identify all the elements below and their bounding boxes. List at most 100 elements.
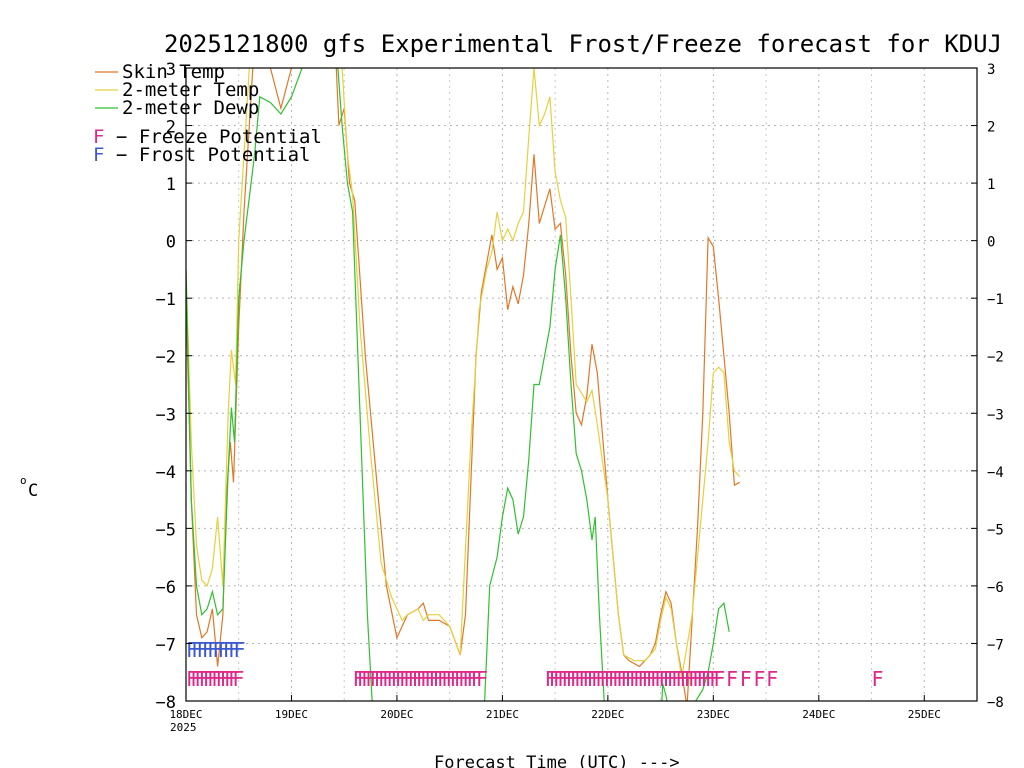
freeze-potential-marker: F — [696, 667, 708, 691]
y-tick-label-left: −5 — [156, 520, 176, 540]
x-tick-label: 25DEC — [908, 708, 941, 721]
freeze-potential-marker: F — [454, 667, 466, 691]
x-axis-year-label: 2025 — [170, 721, 197, 734]
y-tick-label-right: −2 — [987, 350, 1004, 366]
freeze-potential-marker: F — [476, 667, 488, 691]
freeze-potential-marker: F — [587, 667, 599, 691]
y-tick-label-left: 2 — [166, 118, 176, 138]
frost-potential-marker: F — [218, 638, 230, 662]
freeze-potential-marker: F — [391, 667, 403, 691]
y-axis-degree-symbol: o — [20, 474, 27, 487]
frost-potential-marker: F — [186, 638, 198, 662]
x-tick-label: 24DEC — [802, 708, 835, 721]
y-tick-label-left: 3 — [166, 60, 176, 80]
series-line-2-meter-temp — [186, 68, 741, 679]
series-layer — [186, 68, 741, 701]
freeze-potential-marker: F — [612, 667, 624, 691]
x-tick-label: 21DEC — [486, 708, 519, 721]
freeze-potential-marker: F — [199, 667, 211, 691]
freeze-potential-marker: F — [646, 667, 658, 691]
y-tick-label-right: −7 — [987, 637, 1004, 653]
potential-legend-text: − Freeze Potential — [116, 126, 322, 148]
x-axis-label: Forecast Time (UTC) ---> — [434, 753, 680, 768]
legend-entry: 2-meter Dewp — [122, 97, 259, 119]
freeze-potential-marker: F — [595, 667, 607, 691]
y-tick-label-left: 1 — [166, 175, 176, 195]
y-axis-label: C — [28, 481, 38, 501]
freeze-potential-marker: F — [583, 667, 595, 691]
y-tick-label-left: −4 — [156, 463, 176, 483]
freeze-potential-marker: F — [420, 667, 432, 691]
freeze-potential-marker: F — [365, 667, 377, 691]
freeze-potential-marker: F — [654, 667, 666, 691]
freeze-potential-marker: F — [357, 667, 369, 691]
freeze-potential-marker: F — [424, 667, 436, 691]
freeze-potential-marker: F — [692, 667, 704, 691]
potential-legend-text: − Frost Potential — [116, 144, 310, 166]
y-tick-label-right: −5 — [987, 522, 1004, 538]
freeze-potential-marker: F — [220, 667, 232, 691]
y-tick-label-right: 2 — [987, 120, 995, 136]
y-tick-label-right: −1 — [987, 292, 1004, 308]
y-tick-label-right: −3 — [987, 407, 1004, 423]
chart-title: 2025121800 gfs Experimental Frost/Freeze… — [164, 30, 1002, 58]
freeze-potential-marker: F — [382, 667, 394, 691]
freeze-potential-marker: F — [671, 667, 683, 691]
freeze-potential-marker: F — [625, 667, 637, 691]
freeze-potential-marker: F — [374, 667, 386, 691]
freeze-potential-marker: F — [228, 667, 240, 691]
series-line-skin-temp — [186, 68, 740, 701]
freeze-potential-marker: F — [578, 667, 590, 691]
freeze-potential-marker: F — [680, 667, 692, 691]
freeze-potential-marker: F — [561, 667, 573, 691]
freeze-potential-marker: F — [429, 667, 441, 691]
freeze-potential-marker: F — [608, 667, 620, 691]
freeze-potential-marker: F — [370, 667, 382, 691]
freeze-potential-marker: F — [872, 667, 884, 691]
freeze-potential-marker: F — [224, 667, 236, 691]
freeze-potential-marker: F — [216, 667, 228, 691]
freeze-potential-marker: F — [766, 667, 778, 691]
series-line-2-meter-dewp — [186, 68, 730, 701]
freeze-potential-marker: F — [416, 667, 428, 691]
y-tick-label-right: 3 — [987, 62, 995, 78]
freeze-potential-marker: F — [437, 667, 449, 691]
potential-legend-letter: F — [93, 144, 104, 166]
freeze-potential-marker: F — [553, 667, 565, 691]
y-tick-label-right: 0 — [987, 235, 995, 251]
frost-potential-marker: F — [202, 638, 214, 662]
freeze-potential-marker: F — [637, 667, 649, 691]
y-tick-label-left: −6 — [156, 578, 176, 598]
frost-potential-marker: F — [228, 638, 240, 662]
potential-legend-letter: F — [93, 126, 104, 148]
freeze-potential-marker: F — [462, 667, 474, 691]
freeze-potential-marker: F — [433, 667, 445, 691]
freeze-potential-marker: F — [395, 667, 407, 691]
freeze-potential-marker: F — [684, 667, 696, 691]
freeze-potential-marker: F — [549, 667, 561, 691]
freeze-potential-marker: F — [566, 667, 578, 691]
freeze-potential-marker: F — [688, 667, 700, 691]
freeze-potential-marker: F — [232, 667, 244, 691]
freeze-potential-marker: F — [467, 667, 479, 691]
y-tick-label-left: 0 — [166, 233, 176, 253]
freeze-potential-marker: F — [399, 667, 411, 691]
freeze-potential-marker: F — [574, 667, 586, 691]
y-tick-label-left: −2 — [156, 348, 176, 368]
freeze-potential-marker: F — [211, 667, 223, 691]
freeze-potential-marker: F — [650, 667, 662, 691]
y-tick-label-right: −8 — [987, 695, 1004, 711]
x-tick-label: 19DEC — [275, 708, 308, 721]
freeze-potential-marker: F — [207, 667, 219, 691]
freeze-potential-marker: F — [445, 667, 457, 691]
freeze-potential-marker: F — [675, 667, 687, 691]
frost-potential-marker: F — [233, 638, 245, 662]
freeze-potential-marker: F — [386, 667, 398, 691]
freeze-potential-marker: F — [190, 667, 202, 691]
plot-axes: 3 3 2 2 1 1 0 0 −1 −1 −2 −2 −3 −3 −4 −4 −5 −5 −6 −6 −7 −7 −8 −8… — [156, 60, 1004, 721]
freeze-potential-marker: F — [629, 667, 641, 691]
freeze-potential-marker: F — [403, 667, 415, 691]
freeze-potential-marker: F — [557, 667, 569, 691]
